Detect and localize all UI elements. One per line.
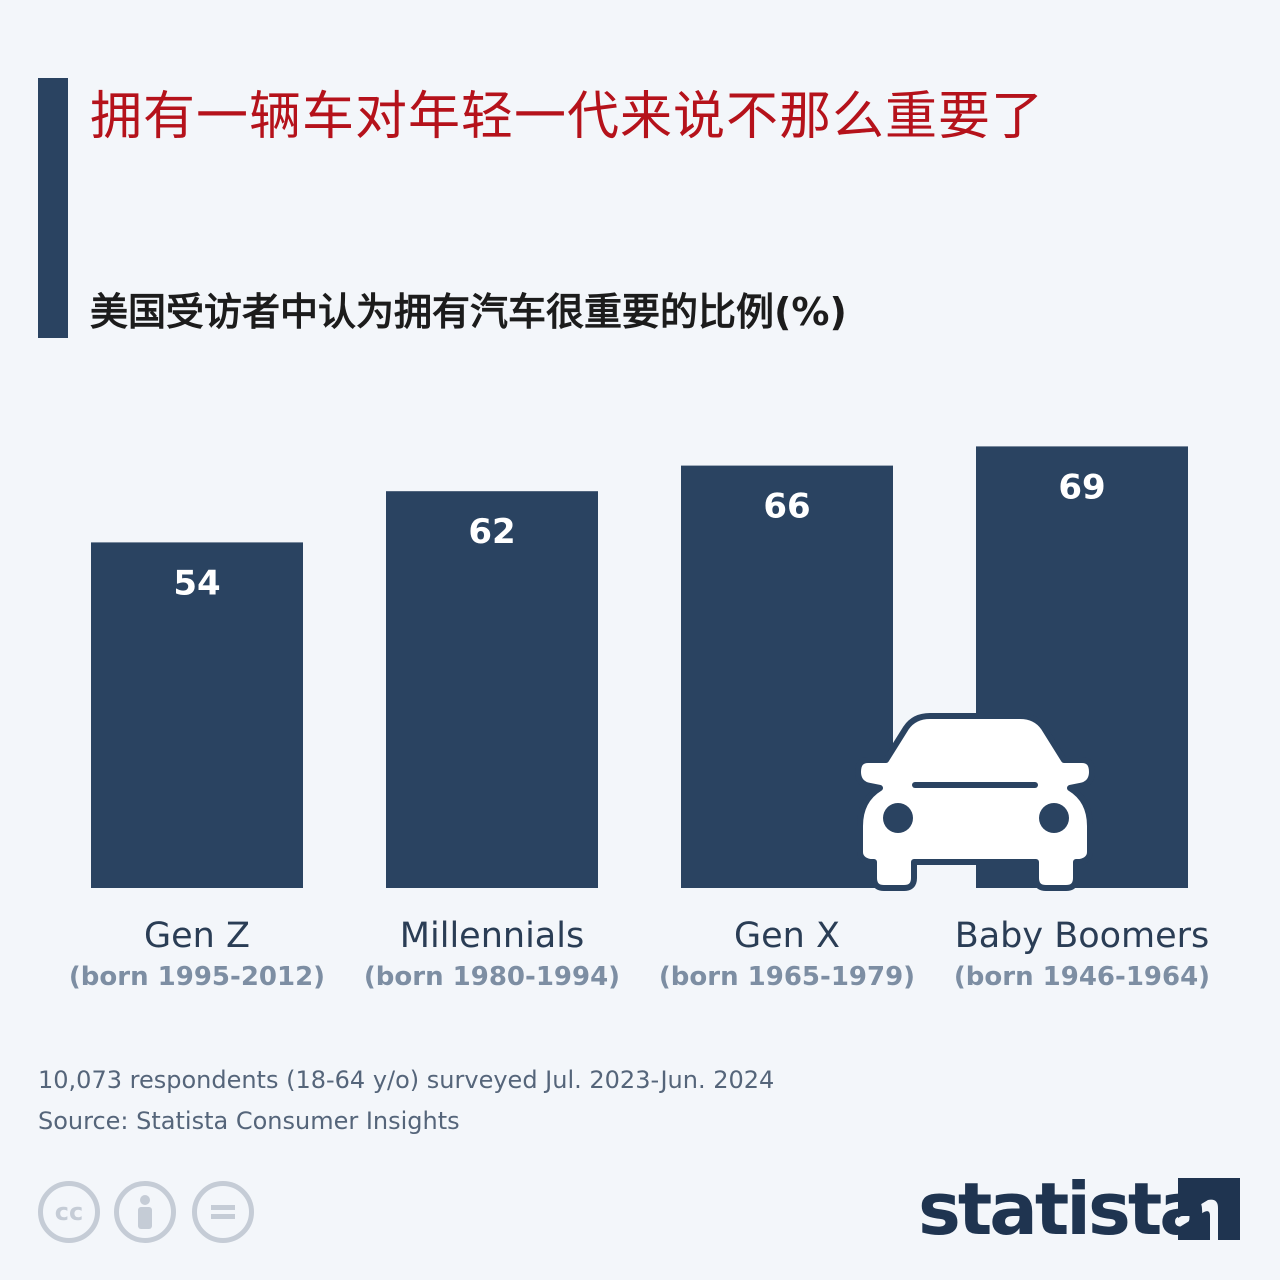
- category-sublabel: (born 1995-2012): [69, 962, 325, 992]
- category-label: Gen Z: [144, 916, 250, 956]
- statista-logo-icon: [1178, 1178, 1240, 1240]
- bar-millennials: [386, 491, 598, 888]
- category-label: Baby Boomers: [955, 916, 1210, 956]
- title-accent-bar: [38, 78, 68, 338]
- statista-logo-text: statista: [918, 1167, 1208, 1251]
- source-note: Source: Statista Consumer Insights: [38, 1107, 460, 1135]
- bar-chart: 54 Gen Z (born 1995-2012) 62 Millennials (bor…: [69, 446, 1210, 992]
- category-sublabel: (born 1980-1994): [364, 962, 620, 992]
- car-icon: [855, 713, 1095, 891]
- attribution-icon: [114, 1181, 176, 1243]
- cc-icon: cc: [38, 1181, 100, 1243]
- bar-value-label: 54: [173, 563, 220, 603]
- category-sublabel: (born 1946-1964): [954, 962, 1210, 992]
- category-label: Gen X: [734, 916, 840, 956]
- bar-value-label: 62: [468, 512, 515, 552]
- chart-subtitle: 美国受访者中认为拥有汽车很重要的比例(%): [90, 290, 847, 334]
- bar-value-label: 66: [763, 487, 810, 527]
- no-derivatives-icon: [192, 1181, 254, 1243]
- category-sublabel: (born 1965-1979): [659, 962, 915, 992]
- category-label: Millennials: [400, 916, 584, 956]
- survey-note: 10,073 respondents (18-64 y/o) surveyed …: [38, 1066, 775, 1094]
- chart-title: 拥有一辆车对年轻一代来说不那么重要了: [90, 87, 1045, 147]
- bar-value-label: 69: [1058, 467, 1105, 507]
- bar-gen-z: [91, 542, 303, 888]
